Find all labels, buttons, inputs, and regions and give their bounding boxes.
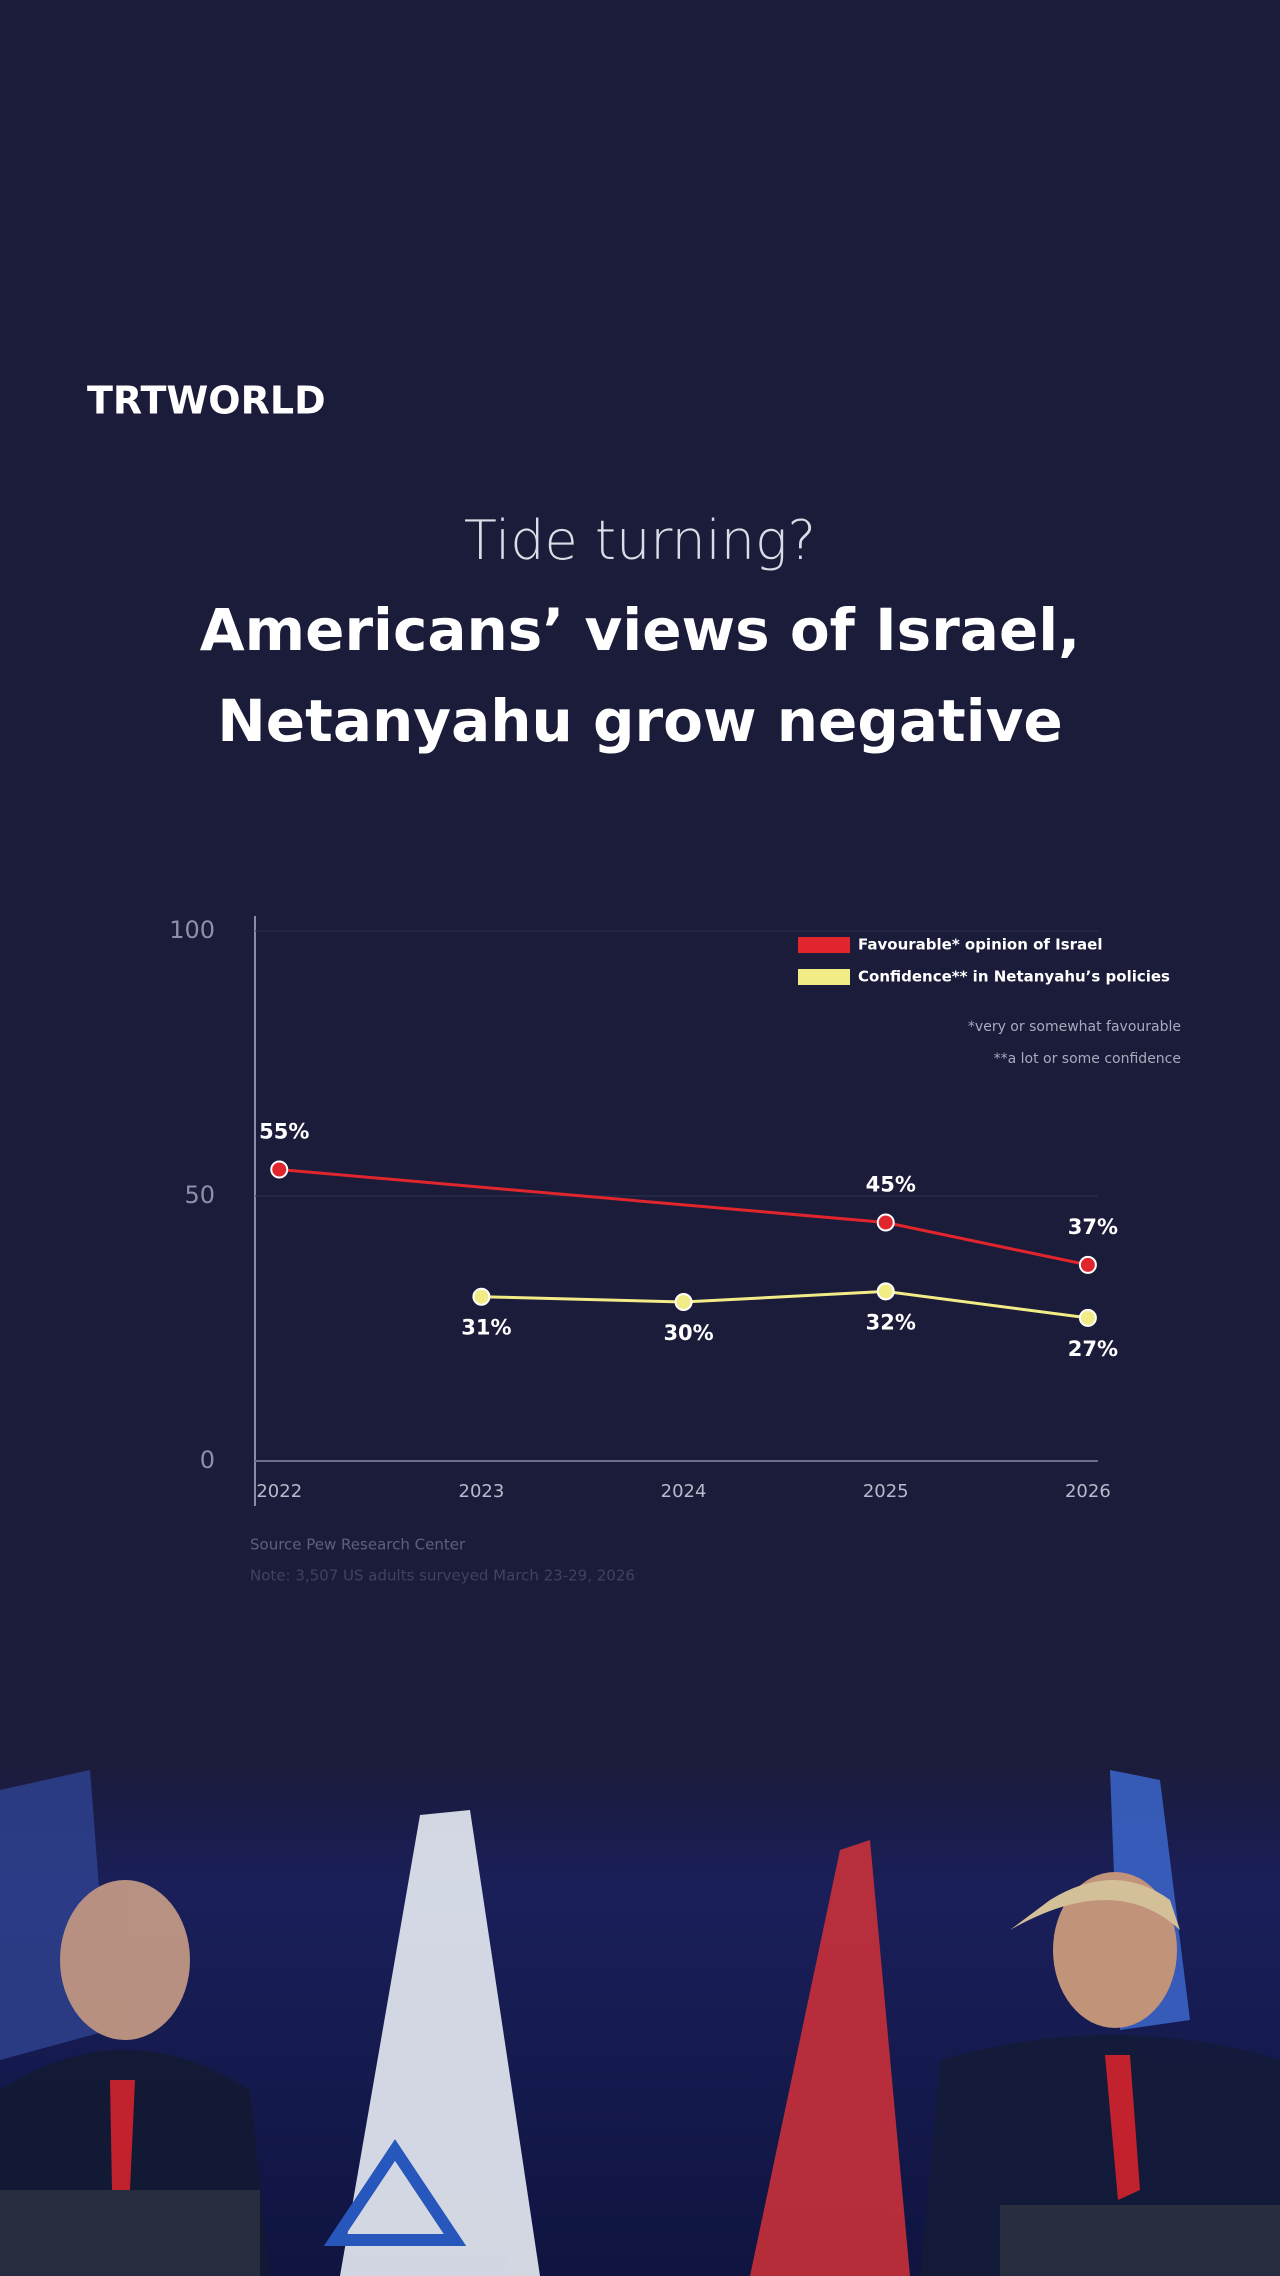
data-label: 30% [663,1321,713,1345]
line [279,1168,1089,1267]
data-label: 37% [1068,1215,1118,1239]
point [270,1160,289,1179]
line [481,1289,1089,1320]
y-tick-label: 100 [169,916,215,944]
point [472,1287,491,1306]
point [1078,1255,1097,1274]
footnote: Note: 3,507 US adults surveyed March 23-… [250,1567,635,1585]
x-tick-label: 2026 [1065,1481,1111,1502]
point [1078,1308,1097,1327]
chart-title: Netanyahu grow negative [217,687,1063,755]
x-tick-label: 2025 [863,1481,909,1502]
legend-note: *very or somewhat favourable [968,1019,1181,1035]
data-label: 31% [461,1316,511,1340]
legend-label: Confidence** in Netanyahu’s policies [858,968,1170,986]
y-tick-label: 0 [200,1446,215,1474]
data-label: 45% [866,1173,916,1197]
x-tick-label: 2022 [256,1481,302,1502]
point [876,1213,895,1232]
photo-decor [0,1770,1280,2276]
legend-label: Favourable* opinion of Israel [858,936,1103,954]
legend-note: **a lot or some confidence [994,1051,1181,1067]
y-tick-label: 50 [184,1181,215,1209]
point [674,1293,693,1311]
legend-swatch [798,937,850,953]
x-tick-label: 2024 [661,1481,707,1502]
source: Source Pew Research Center [250,1536,466,1554]
data-label: 32% [866,1310,916,1334]
point [876,1282,895,1301]
legend-swatch [798,969,850,985]
chart-title: Americans’ views of Israel, [200,596,1080,664]
data-label: 27% [1068,1337,1118,1361]
pretitle: Tide turning? [464,509,816,572]
x-tick-label: 2023 [459,1481,505,1502]
brand-logo: TRTWORLD [87,379,326,423]
data-label: 55% [259,1120,309,1144]
